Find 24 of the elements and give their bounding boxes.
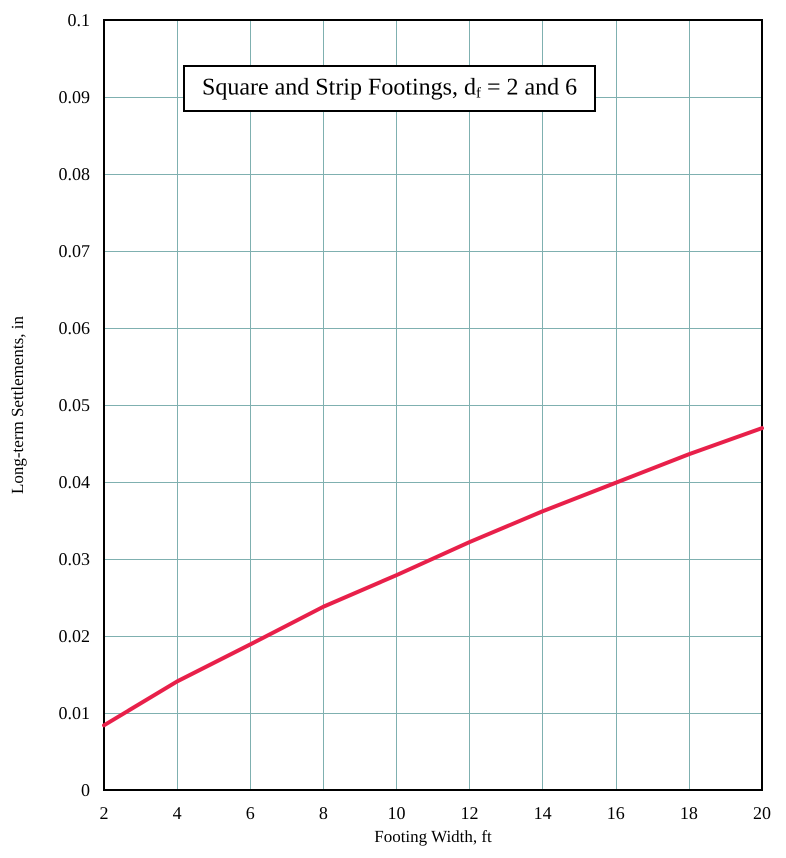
line-series xyxy=(102,426,764,728)
x-tick-label: 16 xyxy=(606,803,625,823)
y-axis-title: Long-term Settlements, in xyxy=(8,316,27,494)
y-tick-label: 0.02 xyxy=(58,626,90,646)
y-tick-label: 0.06 xyxy=(58,318,90,338)
y-tick-label: 0.01 xyxy=(58,703,90,723)
x-tick-label: 8 xyxy=(318,803,328,823)
y-tick-label: 0.04 xyxy=(58,472,90,492)
x-tick-label: 14 xyxy=(534,803,552,823)
y-tick-label: 0.08 xyxy=(58,164,90,184)
y-tick-label: 0.07 xyxy=(58,241,90,261)
y-tick-label: 0.03 xyxy=(58,549,90,569)
y-tick-label: 0.05 xyxy=(58,395,90,415)
y-tick-label: 0.09 xyxy=(58,87,90,107)
x-tick-label: 2 xyxy=(100,803,108,823)
x-axis-title: Footing Width, ft xyxy=(374,827,492,846)
x-tick-label: 4 xyxy=(172,803,182,823)
y-tick-label: 0.1 xyxy=(68,10,90,30)
x-tick-label: 12 xyxy=(460,803,479,823)
x-tick-label: 18 xyxy=(680,803,698,823)
x-tick-label: 20 xyxy=(753,803,771,823)
y-tick-label: 0 xyxy=(81,780,90,800)
x-tick-label: 6 xyxy=(246,803,255,823)
x-tick-label: 10 xyxy=(387,803,406,823)
